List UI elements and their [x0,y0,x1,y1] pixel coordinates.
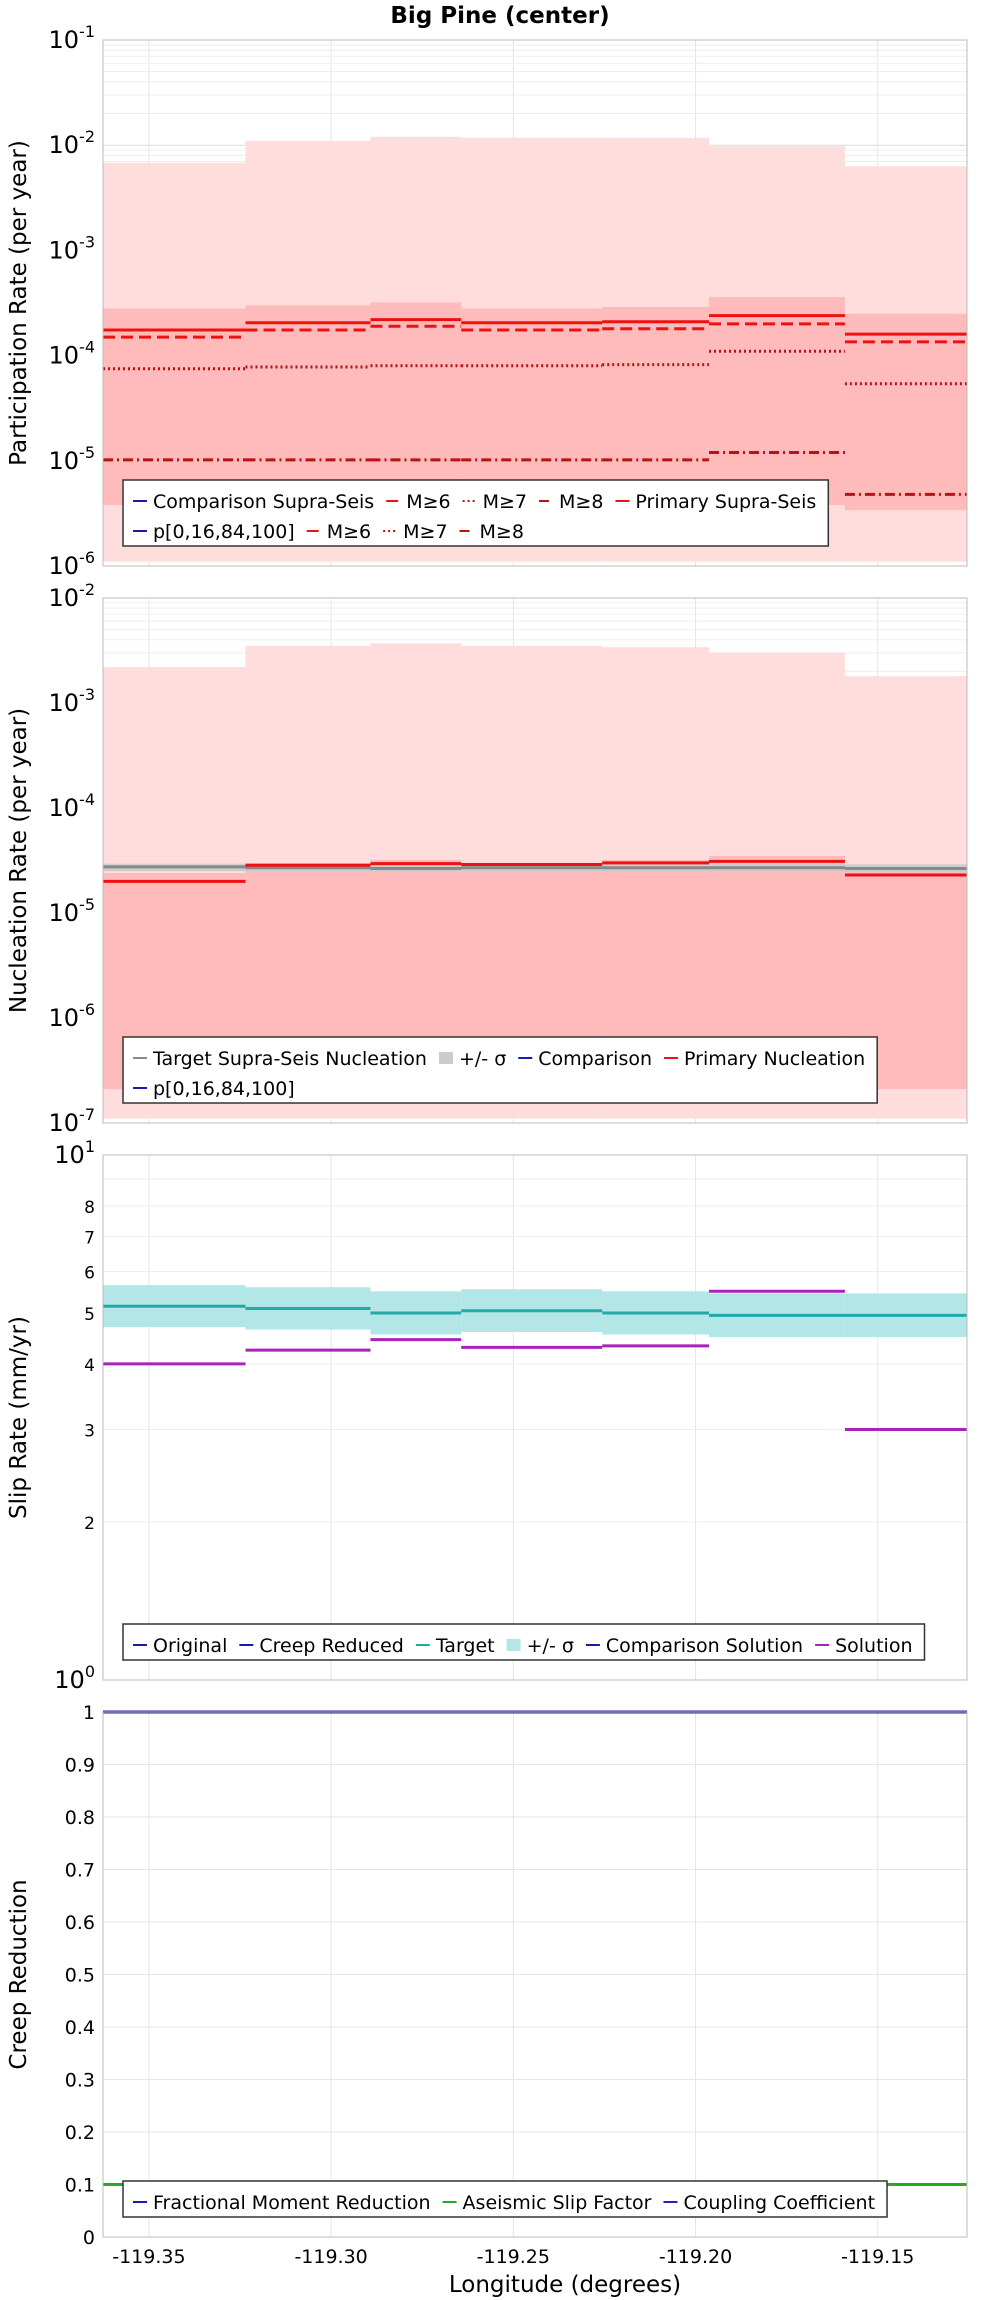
y-tick-label: 2 [84,1514,95,1534]
legend-label: Target Supra-Seis Nucleation [152,1048,427,1070]
y-tick-label: 0.3 [65,2070,95,2092]
y-tick-label: 10-6 [49,1000,96,1032]
legend-label: Solution [835,1635,912,1657]
y-tick-label: 10-4 [49,338,96,370]
legend-label: M≥8 [480,521,524,543]
plot-area [103,1155,967,1680]
legend-label: Creep Reduced [259,1635,403,1657]
legend: Original Creep Reduced Target +/- σ Comparis… [122,1623,926,1661]
legend-label: M≥6 [327,521,371,543]
legend-label: Fractional Moment Reduction [153,2192,431,2214]
y-axis-label: Nucleation Rate (per year) [6,708,32,1013]
x-tick-label: -119.20 [659,2246,732,2268]
legend-label: M≥7 [483,491,527,513]
y-tick-label: 10-5 [49,895,96,927]
y-tick-label: 10-3 [49,685,96,717]
legend-label: Comparison [538,1048,652,1070]
y-tick-label: 10-1 [49,22,96,54]
x-tick-label: -119.15 [841,2246,914,2268]
y-tick-label: 0.1 [65,2175,95,2197]
legend-box [122,2180,888,2218]
legend-label: Aseismic Slip Factor [463,2192,652,2214]
legend-label: Target [435,1635,495,1657]
legend-label: p[0,16,84,100] [153,1078,295,1100]
legend-label: Original [153,1635,227,1657]
y-tick-label: 101 [54,1137,95,1169]
legend-label: M≥7 [403,521,447,543]
y-axis-label: Slip Rate (mm/yr) [6,1316,32,1519]
plot-border [102,597,968,1124]
plot-border [102,1154,968,1681]
y-tick-label: 0.7 [65,1860,95,1882]
y-tick-label: 5 [84,1305,95,1325]
plot-border [102,1711,968,2238]
y-tick-label: 0.4 [65,2017,95,2039]
y-tick-label: 100 [54,1662,95,1694]
band-segment [245,305,371,506]
y-axis-label: Participation Rate (per year) [6,140,32,466]
y-tick-label: 10-3 [49,232,96,264]
chart-title: Big Pine (center) [390,3,609,29]
y-tick-label: 0.9 [65,1755,95,1777]
y-tick-label: 10-7 [49,1105,96,1137]
y-tick-label: 4 [84,1356,95,1376]
legend-label: M≥8 [559,491,603,513]
y-tick-label: 10-6 [49,548,96,580]
y-tick-label: 10-2 [49,580,96,612]
legend: Target Supra-Seis Nucleation +/- σ Compari… [122,1036,878,1104]
y-tick-label: 0.5 [65,1965,95,1987]
y-axis-label: Creep Reduction [6,1879,32,2069]
plot-border [102,39,968,567]
y-tick-label: 0 [83,2227,95,2249]
y-tick-label: 0.8 [65,1807,95,1829]
x-tick-label: -119.25 [477,2246,550,2268]
legend: Comparison Supra-Seis M≥6 M≥7 M≥8 Primary Su… [122,479,830,547]
legend-label: M≥6 [406,491,450,513]
band-segment [103,308,246,506]
x-axis-label: Longitude (degrees) [449,2272,681,2298]
legend: Fractional Moment Reduction Aseismic Slip… [122,2180,888,2218]
legend-label: +/- σ [527,1635,574,1657]
band-segment [461,308,603,506]
legend-box [122,1623,926,1661]
legend-label: Primary Supra-Seis [635,491,816,513]
legend-box [122,1036,878,1104]
y-tick-label: 10-5 [49,443,96,475]
legend-swatch [506,1639,521,1651]
legend-label: Comparison Solution [606,1635,803,1657]
y-tick-label: 10-2 [49,127,96,159]
band-segment [844,313,967,511]
legend-label: Coupling Coefficient [683,2192,875,2214]
band-segment [602,306,710,506]
y-tick-label: 8 [84,1198,95,1218]
y-tick-label: 1 [83,1702,95,1724]
legend-label: p[0,16,84,100] [153,521,295,543]
y-tick-label: 3 [84,1422,95,1442]
y-tick-label: 10-4 [49,790,96,822]
y-tick-label: 0.2 [65,2122,95,2144]
y-tick-label: 6 [84,1263,95,1283]
x-tick-label: -119.30 [294,2246,367,2268]
y-tick-label: 0.6 [65,1912,95,1934]
legend-swatch [438,1052,453,1064]
band-segment [709,297,845,506]
band-segment [370,302,462,506]
x-tick-label: -119.35 [112,2246,185,2268]
legend-label: Primary Nucleation [684,1048,865,1070]
legend-box [122,479,830,547]
y-tick-label: 7 [84,1228,95,1248]
legend-label: Comparison Supra-Seis [153,491,374,513]
legend-label: +/- σ [459,1048,506,1070]
